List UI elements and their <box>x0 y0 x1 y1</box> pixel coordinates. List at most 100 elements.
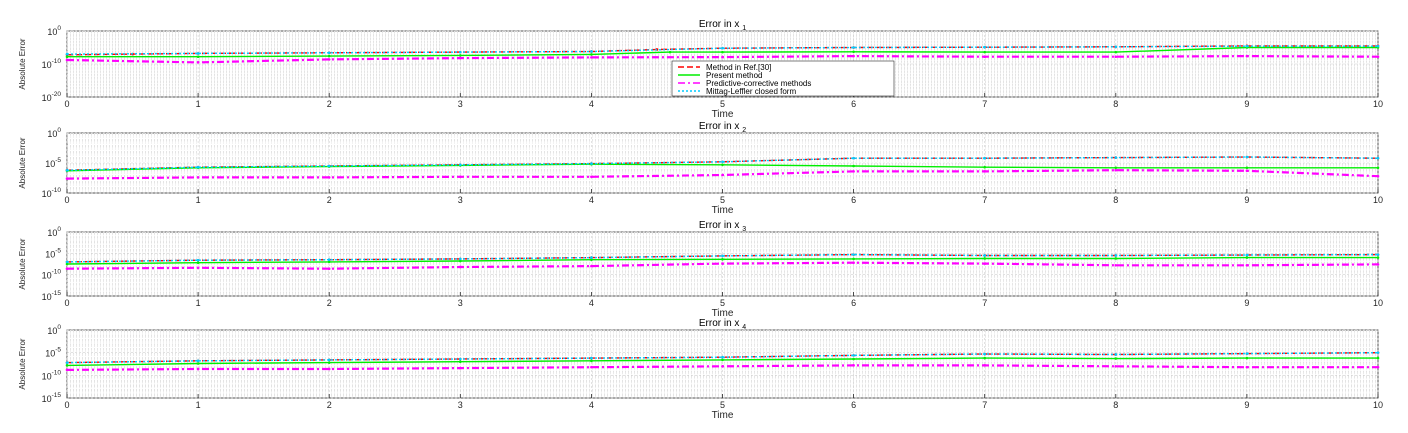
data-point <box>65 58 69 62</box>
x-tick-label: 10 <box>1373 400 1383 410</box>
y-tick-exponent: 0 <box>57 25 61 32</box>
data-point <box>1245 356 1249 360</box>
data-point <box>983 262 986 265</box>
y-tick-exponent: -10 <box>52 187 62 194</box>
x-axis-label: Time <box>712 109 734 120</box>
y-tick-exponent: -5 <box>55 247 61 254</box>
data-point <box>983 45 986 49</box>
data-point <box>327 367 331 371</box>
data-point <box>721 355 724 359</box>
x-tick-label: 4 <box>589 298 594 308</box>
y-tick-label: 10-5 <box>45 347 61 359</box>
data-point <box>983 170 986 173</box>
data-point <box>327 164 331 168</box>
x-tick-label: 7 <box>982 99 987 109</box>
data-point <box>1245 166 1249 170</box>
data-point <box>721 163 724 167</box>
data-point <box>983 165 986 169</box>
data-point <box>983 257 986 260</box>
data-point <box>1114 257 1118 260</box>
data-point <box>196 165 200 169</box>
y-tick-label: 10-5 <box>45 247 61 259</box>
data-point <box>196 258 200 262</box>
x-axis-label: Time <box>712 205 734 216</box>
data-point <box>459 175 462 179</box>
data-point <box>65 262 69 266</box>
data-point <box>65 364 69 367</box>
data-point <box>852 46 855 49</box>
x-tick-label: 10 <box>1373 99 1383 109</box>
data-point <box>590 365 593 369</box>
y-axis-label: Absolute Error <box>18 338 27 389</box>
y-tick-exponent: -20 <box>52 91 62 98</box>
data-point <box>327 358 331 362</box>
data-point <box>852 50 855 54</box>
data-point <box>1245 54 1249 58</box>
y-tick-exponent: -15 <box>52 290 62 297</box>
x-tick-label: 1 <box>196 400 201 410</box>
data-point <box>327 258 331 262</box>
y-tick-exponent: -10 <box>52 58 62 65</box>
x-tick-label: 10 <box>1373 298 1383 308</box>
x-tick-label: 3 <box>458 99 463 109</box>
y-tick-exponent: -10 <box>52 369 62 376</box>
legend-label: Method in Ref.[30] <box>706 63 771 72</box>
subplot-title-subscript: 2 <box>742 127 746 134</box>
x-tick-label: 1 <box>196 298 201 308</box>
y-axis-label: Absolute Error <box>18 238 27 289</box>
y-tick-label: 10-5 <box>45 157 61 169</box>
data-point <box>1114 45 1118 49</box>
subplot-title: Error in x 1 <box>699 19 746 32</box>
data-point <box>590 264 593 268</box>
data-point <box>1376 55 1380 59</box>
data-point <box>983 254 986 257</box>
legend: Method in Ref.[30]Present methodPredicti… <box>671 60 895 97</box>
data-point <box>590 356 593 360</box>
data-point <box>196 55 200 59</box>
x-tick-label: 1 <box>196 195 201 205</box>
x-tick-label: 3 <box>458 298 463 308</box>
x-tick-label: 8 <box>1113 298 1118 308</box>
data-point <box>459 366 462 370</box>
x-tick-label: 6 <box>851 99 856 109</box>
data-point <box>196 362 200 365</box>
data-point <box>721 364 724 368</box>
y-tick-label: 10-15 <box>42 290 62 302</box>
data-point <box>1114 357 1118 360</box>
y-tick-label: 100 <box>47 226 61 238</box>
x-tick-label: 8 <box>1113 99 1118 109</box>
data-point <box>65 260 69 264</box>
data-point <box>459 265 462 269</box>
x-tick-label: 0 <box>64 195 69 205</box>
data-point <box>983 156 986 160</box>
x-tick-label: 4 <box>589 99 594 109</box>
data-point <box>590 256 593 259</box>
data-point <box>1114 263 1118 267</box>
data-point <box>1114 353 1118 356</box>
x-tick-label: 7 <box>982 400 987 410</box>
data-point <box>1245 253 1249 257</box>
data-point <box>1114 156 1118 159</box>
data-point <box>590 162 593 165</box>
data-point <box>459 50 462 54</box>
x-tick-label: 3 <box>458 195 463 205</box>
data-point <box>196 52 200 55</box>
x-tick-label: 5 <box>720 99 725 109</box>
data-point <box>1245 352 1249 355</box>
data-point <box>65 368 69 372</box>
data-point <box>721 258 724 261</box>
data-point <box>590 359 593 363</box>
legend-label: Mittag-Leffler closed form <box>706 87 796 96</box>
data-point <box>196 261 200 265</box>
data-point <box>590 258 593 262</box>
y-tick-exponent: 0 <box>57 127 61 134</box>
y-tick-label: 10-20 <box>42 91 62 103</box>
data-point <box>721 173 724 177</box>
x-axis-label: Time <box>712 308 734 319</box>
series-line-4 <box>66 253 1379 263</box>
data-point <box>459 163 462 167</box>
data-point <box>721 262 724 265</box>
x-tick-label: 9 <box>1244 195 1249 205</box>
data-point <box>852 164 855 168</box>
